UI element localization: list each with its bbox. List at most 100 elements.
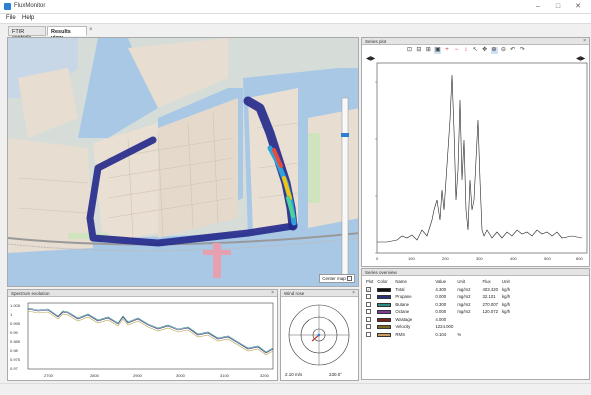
spectrum-line-2: [27, 310, 274, 356]
series-flux: [472, 331, 500, 339]
series-row[interactable]: Velocity 1224.000: [364, 323, 512, 331]
title-bar: FluxMonitor – □ ✕: [0, 0, 591, 14]
series-y-ticks: [375, 81, 377, 254]
series-plot-close-icon[interactable]: ×: [583, 38, 586, 44]
series-value: 0.000: [435, 309, 447, 315]
minimize-icon[interactable]: –: [536, 3, 540, 10]
col-value: Value: [435, 279, 447, 285]
series-value: 4.000: [435, 316, 447, 322]
series-flux: [472, 323, 500, 331]
spectrum-y-tick: 0.97: [10, 366, 19, 371]
series-color-swatch[interactable]: [377, 295, 392, 300]
zoom-out-icon[interactable]: ⊖: [500, 47, 506, 53]
spectrum-x-tick-labels: 2700 2800 2900 3000 3100 3200: [44, 373, 270, 378]
series-plot-checkbox[interactable]: [366, 294, 371, 300]
series-plot-checkbox[interactable]: [366, 301, 371, 307]
spectrum-y-tick: 0.975: [10, 357, 21, 362]
wind-direction: 230.0°: [329, 372, 343, 377]
scroll-right-icon[interactable]: ◀▶: [576, 56, 586, 62]
series-plot-chart[interactable]: 0 100 200 300 400 500 600: [362, 60, 589, 266]
app-icon: [4, 3, 11, 10]
series-flux: 403.420: [482, 286, 499, 292]
series-row[interactable]: Wastage 4.000: [364, 316, 512, 324]
center-map-checkbox[interactable]: [347, 276, 352, 281]
series-row[interactable]: ✓ Total 4.300 mg/m2 403.420 kg/h: [364, 286, 512, 294]
pointer-icon[interactable]: ↖: [472, 47, 478, 53]
series-flux: 120.072: [482, 309, 499, 315]
pan-icon[interactable]: ✥: [482, 47, 488, 53]
series-color-swatch[interactable]: [377, 332, 392, 337]
series-flux: 270.007: [482, 301, 499, 307]
col-unit: Unit: [457, 279, 465, 285]
col-flux: Flux: [482, 279, 491, 285]
spectrum-panel: Spectrum evolution × 1.005 1 0.995 0.99 …: [7, 289, 278, 381]
tab-ftir-controls[interactable]: FTIR controls: [8, 26, 46, 41]
scroll-left-icon[interactable]: ◀▶: [366, 56, 376, 62]
series-flux-unit: kg/h: [502, 301, 511, 307]
series-x-tick: 500: [544, 256, 551, 261]
series-unit: mg/m2: [457, 294, 471, 300]
series-row[interactable]: Octane 0.000 mg/m2 120.072 kg/h: [364, 308, 512, 316]
tab-close-icon[interactable]: ×: [89, 27, 93, 33]
zoom-y-icon[interactable]: ⊞: [425, 47, 431, 53]
map-view[interactable]: Center map: [7, 37, 359, 287]
spectrum-y-tick: 0.995: [10, 321, 21, 326]
series-table-header: Plot Color Name Value Unit Flux Unit: [364, 278, 512, 286]
redo-zoom-icon[interactable]: ↷: [519, 47, 525, 53]
series-color-swatch[interactable]: [377, 317, 392, 322]
spectrum-x-tick: 2700: [44, 373, 54, 378]
vline-icon[interactable]: ↕: [464, 47, 468, 53]
wind-rose-chart: [288, 304, 350, 366]
series-flux-unit: [500, 323, 512, 331]
series-value: 0.300: [435, 301, 447, 307]
map-canvas[interactable]: [8, 38, 359, 287]
series-unit: mg/m2: [457, 286, 471, 292]
spectrum-y-tick: 0.98: [10, 348, 19, 353]
spectrum-x-tick: 3200: [260, 373, 270, 378]
plot-toolbar: ⊡ ⊟ ⊞ ▣ + − ↕ ↖ ✥ ⊕ ⊖ ↶ ↷: [406, 47, 581, 56]
spectrum-chart[interactable]: 1.005 1 0.995 0.99 0.985 0.98 0.975 0.97…: [8, 299, 277, 381]
series-name: Butane: [395, 301, 410, 307]
series-color-swatch[interactable]: [377, 287, 392, 292]
autoscale-icon[interactable]: ▣: [434, 47, 442, 54]
series-plot-checkbox[interactable]: [366, 309, 371, 315]
series-x-tick: 0: [376, 256, 379, 261]
undo-zoom-icon[interactable]: ↶: [510, 47, 516, 53]
spectrum-close-icon[interactable]: ×: [271, 290, 274, 296]
series-plot-checkbox[interactable]: [366, 316, 371, 322]
series-color-swatch[interactable]: [377, 302, 392, 307]
series-color-swatch[interactable]: [377, 325, 392, 330]
series-row[interactable]: Butane 0.300 mg/m2 270.007 kg/h: [364, 301, 512, 309]
wind-rose-close-icon[interactable]: ×: [352, 290, 355, 296]
series-name: RMS: [395, 331, 405, 337]
series-plot-checkbox[interactable]: [366, 324, 371, 330]
maximize-icon[interactable]: □: [555, 3, 561, 10]
menu-file[interactable]: File: [6, 15, 16, 21]
series-color-swatch[interactable]: [377, 310, 392, 315]
zoom-x-icon[interactable]: ⊟: [416, 47, 422, 53]
center-map-toggle[interactable]: Center map: [319, 273, 355, 283]
zoom-in-icon[interactable]: ⊕: [490, 47, 498, 54]
crosshair-icon[interactable]: +: [445, 47, 449, 53]
series-plot-checkbox[interactable]: ✓: [366, 286, 371, 292]
series-row[interactable]: RMS 0.104%: [364, 331, 512, 339]
series-unit: mg/m2: [457, 309, 471, 315]
series-flux-unit: [500, 331, 512, 339]
center-map-label: Center map: [322, 275, 346, 281]
series-x-tick: 200: [442, 256, 449, 261]
hline-icon[interactable]: −: [454, 47, 459, 53]
close-icon[interactable]: ✕: [575, 3, 581, 10]
spectrum-y-tick: 0.985: [10, 339, 21, 344]
tab-results-view[interactable]: Results view: [47, 26, 87, 41]
series-table: Plot Color Name Value Unit Flux Unit ✓ To…: [364, 278, 512, 338]
menu-help[interactable]: Help: [22, 15, 35, 21]
zoom-fit-icon[interactable]: ⊡: [406, 47, 413, 53]
spectrum-title: Spectrum evolution: [8, 290, 277, 297]
series-row[interactable]: Propane 0.000 mg/m2 32.101 kg/h: [364, 293, 512, 301]
series-value: 0.104: [435, 331, 447, 337]
col-plot: Plot: [366, 279, 374, 285]
status-bar: [0, 383, 591, 395]
series-flux-unit: kg/h: [502, 309, 511, 315]
series-plot-checkbox[interactable]: [366, 331, 371, 337]
spectrum-y-tick: 1.005: [10, 303, 21, 308]
